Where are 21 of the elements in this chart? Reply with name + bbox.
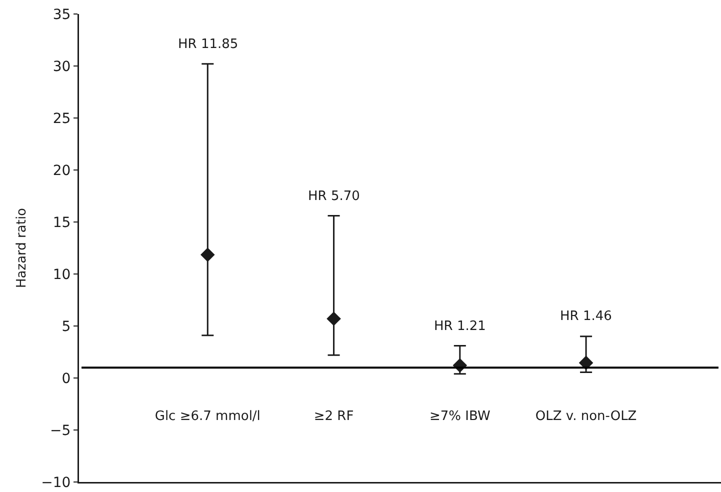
- x-tick-label: ≥2 RF: [314, 409, 354, 424]
- x-tick-label: ≥7% IBW: [430, 409, 490, 424]
- annotation: HR 5.70: [308, 189, 360, 204]
- y-tick-label: 10: [52, 266, 71, 283]
- y-tick-label: 30: [52, 58, 71, 75]
- y-axis-title: Hazard ratio: [14, 208, 30, 288]
- y-tick-label: 35: [52, 6, 71, 23]
- y-tick-label: 15: [52, 214, 71, 231]
- y-tick-label: 20: [52, 162, 71, 179]
- y-tick-label: −10: [41, 474, 71, 491]
- x-tick-label: Glc ≥6.7 mmol/l: [154, 409, 260, 424]
- annotation: HR 1.21: [434, 319, 486, 334]
- x-tick-label: OLZ v. non-OLZ: [535, 409, 637, 424]
- y-tick-label: 0: [62, 370, 71, 387]
- annotation: HR 11.85: [178, 37, 238, 52]
- y-tick-label: 25: [52, 110, 71, 127]
- annotation: HR 1.46: [560, 309, 612, 324]
- y-tick-label: −5: [50, 422, 71, 439]
- point: [200, 248, 215, 262]
- point: [326, 312, 341, 326]
- y-tick-label: 5: [62, 318, 71, 335]
